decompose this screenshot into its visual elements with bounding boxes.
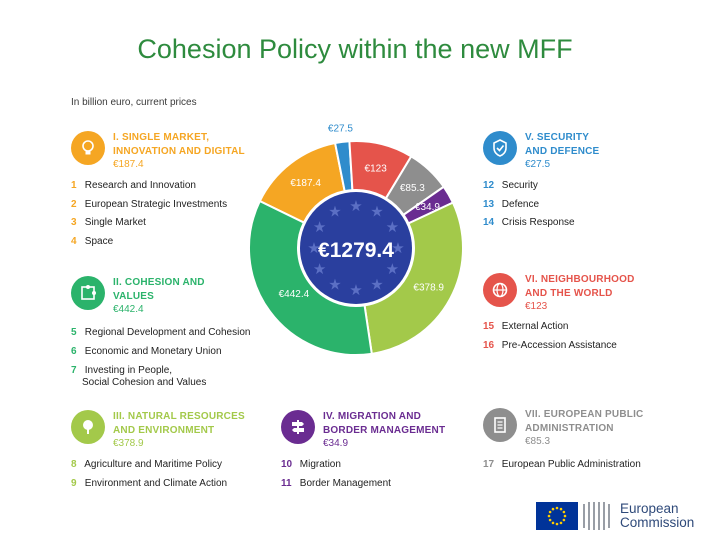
list-item: 16 Pre-Accession Assistance — [483, 339, 617, 351]
slice-label-cohesion: €442.4 — [279, 289, 310, 300]
list-item: 2 European Strategic Investments — [71, 198, 228, 210]
list-item: 3 Single Market — [71, 217, 146, 229]
programme-list-2: 5 Regional Development and Cohesion 6 Ec… — [71, 324, 250, 389]
eu-flag-icon — [536, 502, 578, 530]
star-icon: ★ — [370, 203, 383, 221]
list-item: 1 Research and Innovation — [71, 180, 196, 191]
tree-icon — [71, 410, 105, 444]
heading-line2: AND DEFENCE — [525, 146, 600, 157]
heading-line1: MIGRATION AND — [337, 411, 422, 422]
center-total: €1279.4 — [318, 239, 394, 262]
star-icon: ★ — [328, 203, 341, 221]
star-icon: ★ — [328, 275, 341, 293]
programme-list-4: 10 Migration 11 Border Management — [281, 456, 391, 493]
heading-line1: NATURAL RESOURCES — [127, 411, 245, 422]
heading-roman: III. — [113, 411, 125, 422]
heading-line1: SINGLE MARKET, — [121, 132, 210, 143]
list-item: 14 Crisis Response — [483, 217, 575, 229]
heading-line2: AND ENVIRONMENT — [113, 425, 215, 436]
heading-value: €123 — [525, 301, 548, 312]
heading-line2: BORDER MANAGEMENT — [323, 425, 446, 436]
heading-natural-resources: III. NATURAL RESOURCES AND ENVIRONMENT €3… — [71, 410, 253, 450]
list-item: 6 Economic and Monetary Union — [71, 345, 222, 357]
units-note: In billion euro, current prices — [71, 97, 197, 108]
star-icon: ★ — [349, 281, 362, 299]
heading-roman: V. — [525, 132, 534, 143]
signpost-icon — [281, 410, 315, 444]
star-icon: ★ — [349, 197, 362, 215]
list-item: 7 Investing in People, Social Cohesion an… — [71, 365, 207, 389]
heading-line1: SECURITY — [536, 132, 590, 143]
list-item: 15 External Action — [483, 321, 569, 332]
list-item: 10 Migration — [281, 459, 341, 470]
star-icon: ★ — [313, 260, 326, 278]
heading-single-market: I. SINGLE MARKET, INNOVATION AND DIGITAL … — [71, 131, 253, 171]
heading-line2: AND THE WORLD — [525, 288, 613, 299]
list-item: 12 Security — [483, 180, 538, 191]
shield-icon — [483, 131, 517, 165]
heading-value: €27.5 — [525, 159, 551, 170]
heading-line2: VALUES — [113, 291, 155, 302]
heading-roman: IV. — [323, 411, 335, 422]
heading-roman: I. — [113, 132, 119, 143]
document-icon — [483, 408, 517, 442]
globe-icon — [483, 273, 517, 307]
slice-label-public-administration: €85.3 — [400, 183, 425, 194]
page-title: Cohesion Policy within the new MFF — [137, 34, 573, 64]
slice-natural-resources — [363, 201, 464, 355]
programme-list-7: 17 European Public Administration — [483, 456, 641, 475]
slice-label-neighbourhood: €123 — [365, 163, 388, 174]
heading-value: €442.4 — [113, 304, 144, 315]
heading-line2: INNOVATION AND DIGITAL — [113, 146, 245, 157]
heading-neighbourhood: VI. NEIGHBOURHOOD AND THE WORLD €123 — [483, 273, 665, 313]
heading-security: V. SECURITY AND DEFENCE €27.5 — [483, 131, 665, 171]
slice-label-security: €27.5 — [328, 124, 353, 135]
commission-logo-text: European Commission — [620, 502, 694, 530]
list-item: 5 Regional Development and Cohesion — [71, 327, 251, 338]
lightbulb-icon — [71, 131, 105, 165]
programme-list-1: 1 Research and Innovation 2 European Str… — [71, 177, 227, 251]
heading-value: €34.9 — [323, 438, 349, 449]
logo-line2: Commission — [620, 515, 695, 530]
list-item: 17 European Public Administration — [483, 459, 641, 470]
programme-list-6: 15 External Action 16 Pre-Accession Assi… — [483, 318, 617, 355]
puzzle-icon — [71, 276, 105, 310]
logo-line1: European — [620, 501, 679, 516]
commission-building-icon — [580, 500, 614, 532]
programme-list-3: 8 Agriculture and Maritime Policy 9 Envi… — [71, 456, 227, 493]
list-item: 9 Environment and Climate Action — [71, 477, 228, 489]
slice-label-single-market: €187.4 — [290, 178, 321, 189]
star-icon: ★ — [313, 218, 326, 236]
heading-migration: IV. MIGRATION AND BORDER MANAGEMENT €34.9 — [281, 410, 463, 450]
heading-line1: EUROPEAN PUBLIC — [543, 409, 644, 420]
slice-label-migration: €34.9 — [415, 202, 440, 213]
center-disc — [300, 192, 412, 304]
heading-cohesion: II. COHESION AND VALUES €442.4 — [71, 276, 253, 316]
heading-value: €378.9 — [113, 438, 144, 449]
heading-value: €187.4 — [113, 159, 144, 170]
star-icon: ★ — [391, 239, 404, 257]
heading-line1: COHESION AND — [124, 277, 205, 288]
heading-public-administration: VII. EUROPEAN PUBLIC ADMINISTRATION €85.3 — [483, 408, 665, 448]
list-item: 8 Agriculture and Maritime Policy — [71, 459, 223, 470]
list-item: 4 Space — [71, 235, 114, 247]
heading-roman: VI. — [525, 274, 538, 285]
list-item: 13 Defence — [483, 198, 540, 210]
heading-roman: VII. — [525, 409, 541, 420]
slice-cohesion — [248, 199, 373, 356]
slice-label-natural-resources: €378.9 — [413, 282, 444, 293]
star-icon: ★ — [386, 260, 399, 278]
star-icon: ★ — [370, 275, 383, 293]
programme-list-5: 12 Security 13 Defence 14 Crisis Respons… — [483, 177, 575, 233]
heading-line1: NEIGHBOURHOOD — [540, 274, 635, 285]
star-icon: ★ — [386, 218, 399, 236]
heading-value: €85.3 — [525, 436, 551, 447]
star-icon: ★ — [307, 239, 320, 257]
heading-roman: II. — [113, 277, 122, 288]
heading-line2: ADMINISTRATION — [525, 423, 614, 434]
list-item: 11 Border Management — [281, 477, 391, 489]
